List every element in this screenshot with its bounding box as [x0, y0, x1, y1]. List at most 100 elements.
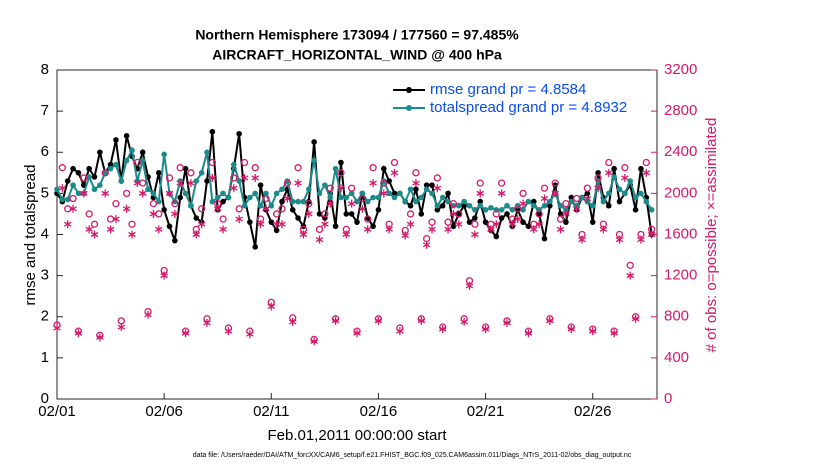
possible-obs	[187, 169, 195, 177]
possible-obs	[176, 164, 184, 172]
point	[300, 198, 307, 205]
point	[407, 202, 414, 209]
possible-obs	[321, 210, 329, 218]
y2-tick-label: 1200	[664, 267, 697, 284]
assimilated-obs	[181, 329, 190, 338]
possible-obs	[358, 194, 367, 203]
point	[332, 223, 339, 230]
possible-obs	[562, 200, 570, 208]
assimilated-obs	[69, 204, 77, 213]
point	[370, 223, 376, 230]
assimilated-obs	[171, 209, 179, 218]
y2-tick-label: 2800	[664, 102, 697, 119]
assimilated-obs	[465, 281, 474, 290]
assimilated-obs	[428, 225, 436, 234]
assimilated-obs	[540, 194, 549, 203]
assimilated-obs	[588, 327, 597, 336]
point	[391, 190, 398, 197]
possible-obs	[406, 210, 415, 218]
assimilated-obs	[460, 317, 468, 326]
point	[252, 244, 259, 250]
legend-marker	[406, 105, 412, 111]
point	[380, 178, 387, 184]
possible-obs	[139, 179, 147, 187]
possible-obs	[122, 189, 131, 198]
assimilated-obs	[347, 199, 356, 208]
point	[252, 190, 259, 197]
point	[418, 211, 425, 217]
y-tick-label: 6	[41, 143, 49, 160]
assimilated-obs	[213, 204, 222, 213]
point	[311, 139, 317, 145]
y-tick-label: 8	[41, 61, 49, 78]
point	[504, 211, 510, 217]
assimilated-obs	[229, 184, 238, 193]
possible-obs	[219, 215, 227, 223]
point	[616, 198, 623, 205]
point	[247, 194, 253, 201]
possible-obs	[117, 317, 125, 325]
point	[86, 165, 92, 172]
possible-obs	[235, 205, 243, 213]
point	[354, 198, 360, 205]
point	[391, 194, 398, 201]
point	[482, 219, 489, 225]
assimilated-obs	[454, 220, 463, 229]
point	[595, 170, 601, 176]
possible-obs	[540, 184, 549, 192]
assimilated-obs	[610, 329, 618, 338]
possible-obs	[278, 205, 286, 213]
point	[139, 157, 146, 164]
point	[113, 137, 119, 143]
y-tick-label: 0	[41, 390, 49, 407]
assimilated-obs	[417, 316, 426, 325]
point	[161, 151, 167, 158]
possible-obs	[364, 215, 372, 223]
point	[214, 194, 221, 201]
assimilated-obs	[503, 318, 511, 327]
point	[220, 190, 226, 197]
possible-obs	[208, 158, 217, 167]
assimilated-obs	[283, 194, 292, 203]
point	[343, 194, 350, 201]
point	[241, 202, 248, 209]
legend-label: totalspread grand pr = 4.8932	[430, 99, 627, 116]
point	[611, 174, 617, 180]
point	[461, 198, 467, 205]
possible-obs	[556, 215, 565, 223]
point	[509, 207, 516, 213]
possible-obs	[240, 158, 249, 167]
assimilated-obs	[117, 323, 126, 332]
point	[145, 186, 151, 193]
assimilated-obs	[390, 168, 399, 177]
point	[525, 223, 532, 230]
point	[279, 198, 285, 205]
point	[220, 198, 226, 205]
possible-obs	[626, 261, 634, 269]
assimilated-obs	[631, 314, 640, 323]
series-line	[56, 147, 653, 212]
point	[568, 198, 575, 205]
point	[525, 198, 532, 205]
assimilated-obs	[304, 209, 313, 218]
x-tick-label: 02/01	[38, 403, 76, 420]
chart-title: Northern Hemisphere 173094 / 177560 = 97…	[195, 27, 519, 43]
assimilated-obs	[122, 204, 131, 213]
point	[616, 186, 623, 193]
assimilated-obs	[101, 189, 110, 198]
assimilated-obs	[310, 337, 318, 346]
point	[64, 196, 71, 203]
point	[284, 178, 291, 184]
assimilated-obs	[251, 173, 260, 182]
assimilated-obs	[471, 230, 479, 239]
assimilated-obs	[240, 173, 249, 182]
assimilated-obs	[63, 220, 72, 229]
y2-tick-label: 3200	[664, 61, 697, 78]
assimilated-obs	[96, 333, 104, 342]
assimilated-obs	[74, 329, 83, 338]
assimilated-obs	[58, 184, 67, 193]
assimilated-obs	[90, 230, 99, 239]
point	[563, 219, 569, 225]
point	[632, 207, 639, 213]
